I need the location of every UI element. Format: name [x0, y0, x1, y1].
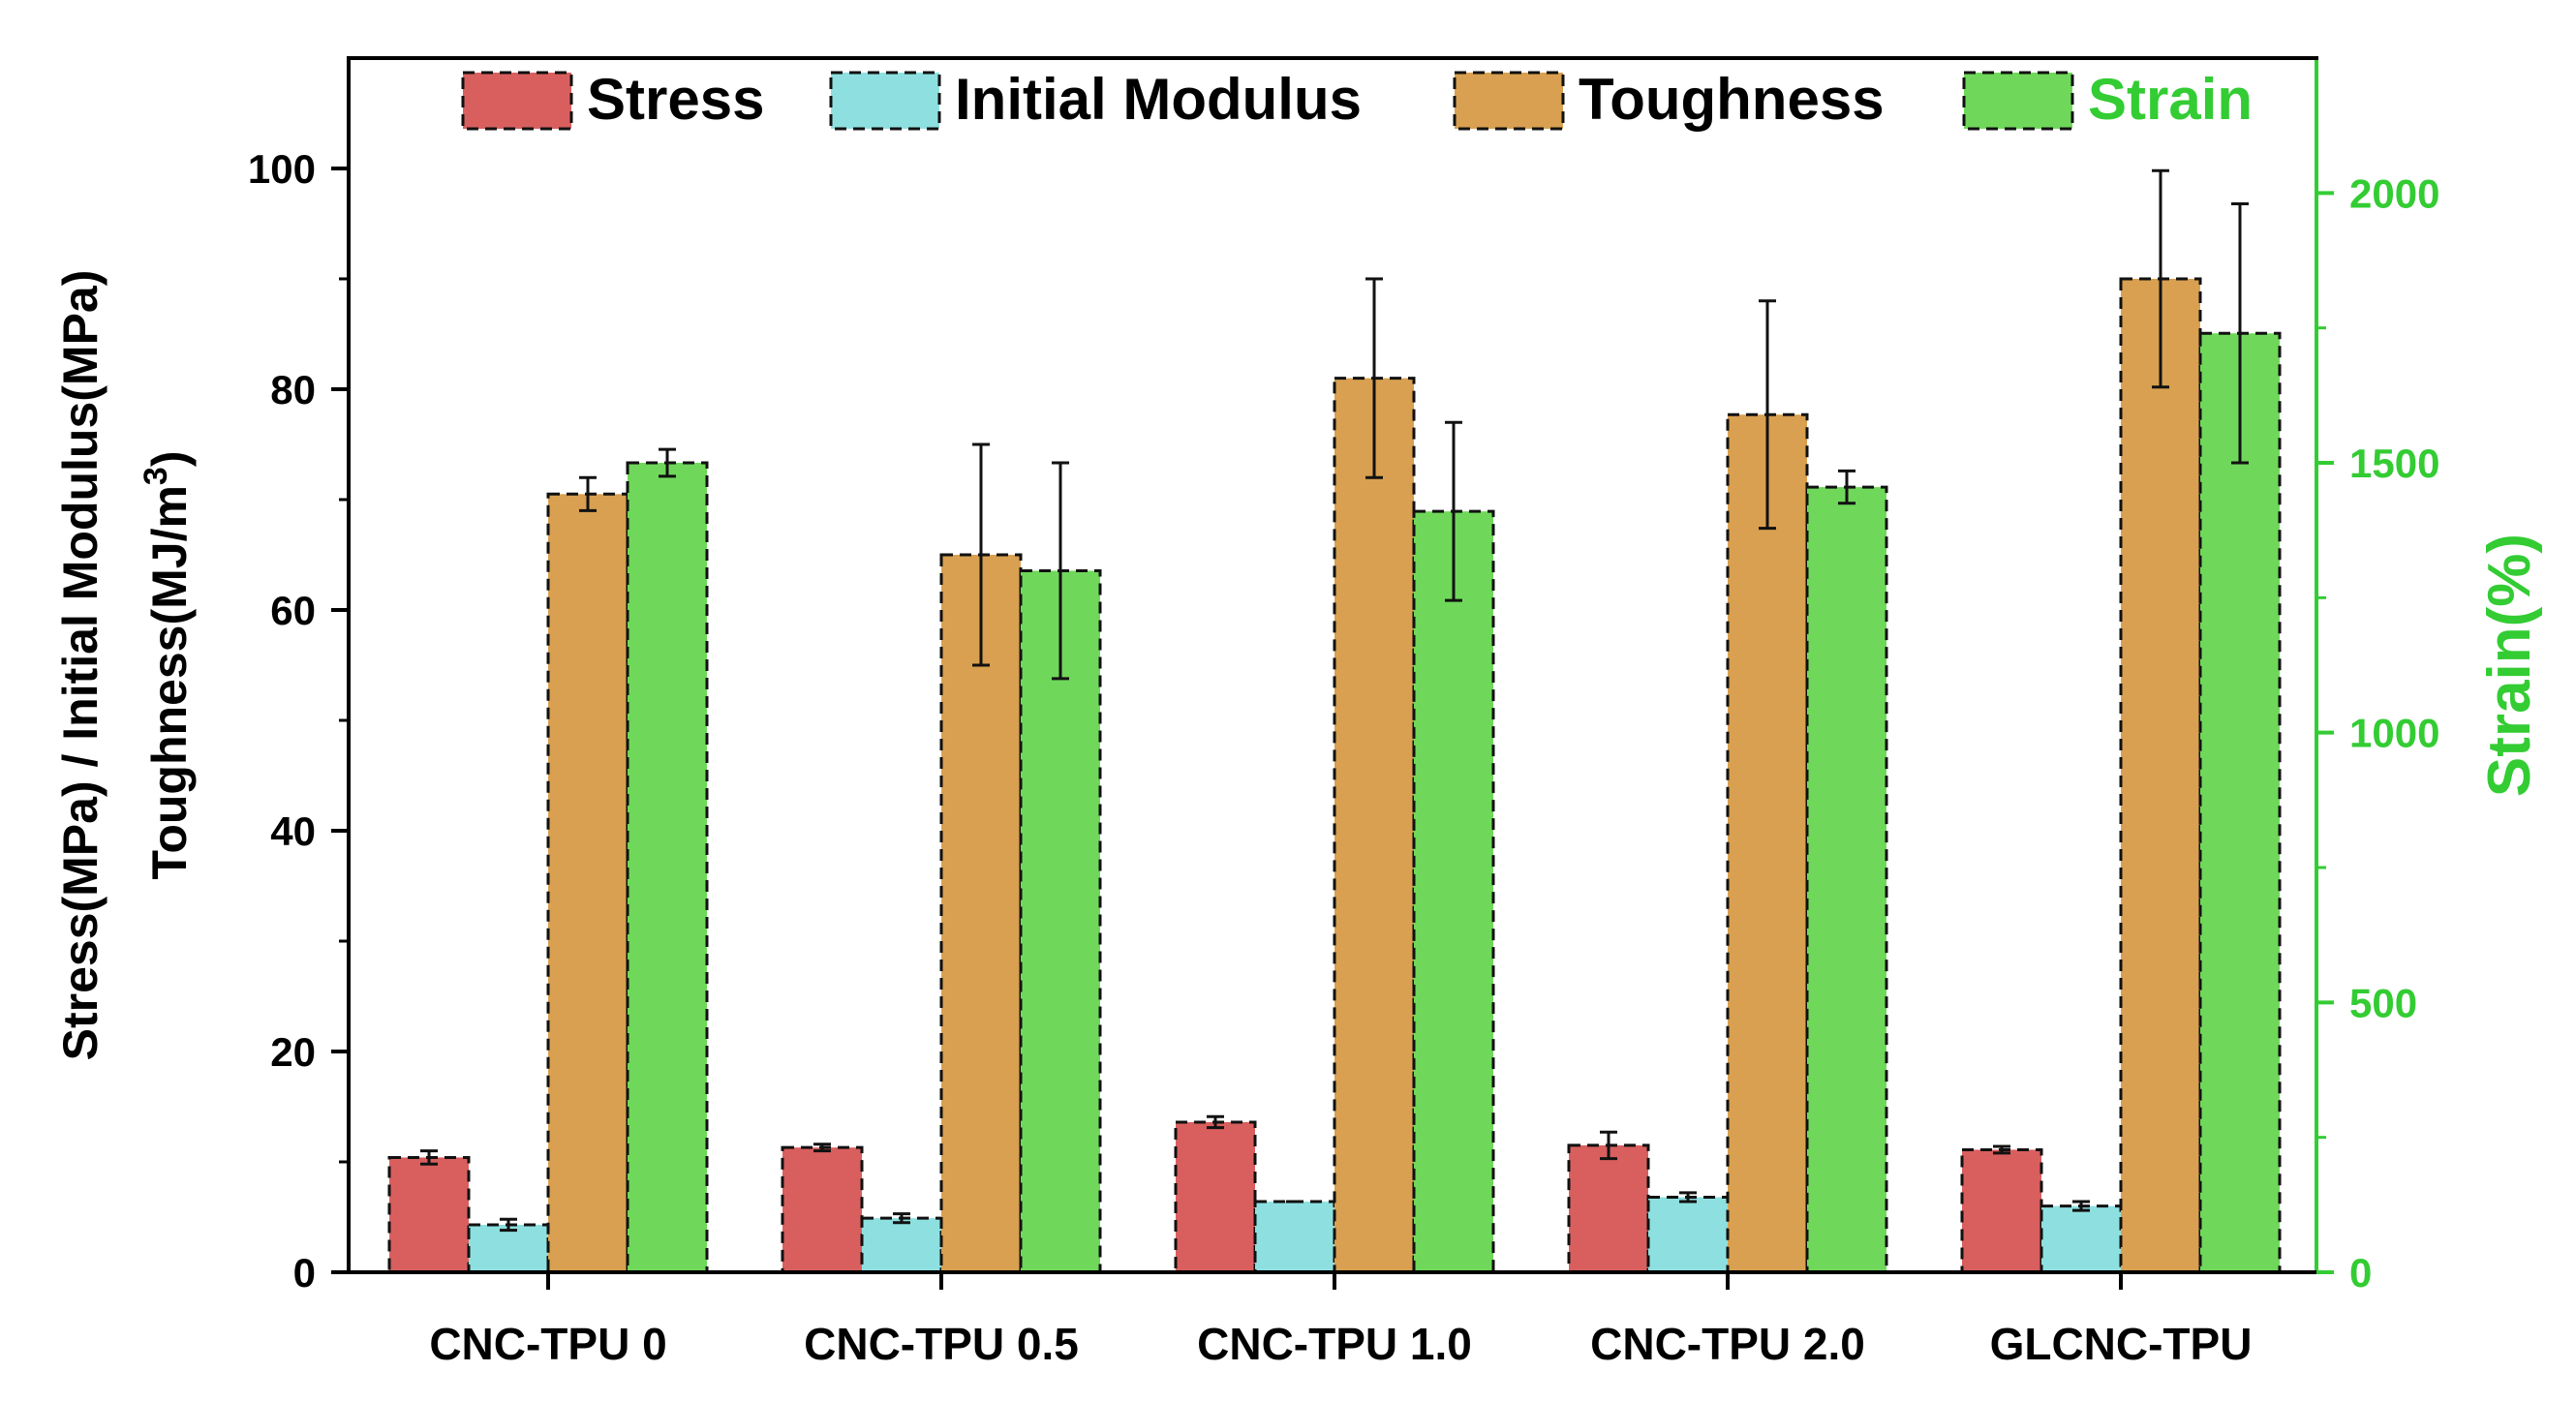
right-tick-label-1000: 1000 — [2349, 711, 2439, 756]
left-axis-label-end: ) — [142, 451, 197, 468]
category-label-5: GLCNC-TPU — [1990, 1319, 2253, 1369]
bar-strain-4 — [1805, 485, 1888, 1274]
bar-stress-3 — [1174, 1120, 1257, 1274]
left-ticks: 0 20 40 60 80 100 — [248, 146, 349, 1295]
bar-strain-3 — [1412, 509, 1495, 1274]
right-axis-label: Strain(%) — [2476, 533, 2543, 797]
bar-stress-2 — [781, 1145, 864, 1274]
left-axis-label-line1: Stress(MPa) / Initial Modulus(MPa) — [53, 270, 107, 1061]
bar-stress-4 — [1567, 1143, 1650, 1274]
bar-initial-modulus-2 — [860, 1216, 943, 1274]
category-label-1: CNC-TPU 0 — [429, 1319, 666, 1369]
left-tick-label-80: 80 — [270, 367, 316, 412]
bar-toughness-4 — [1726, 412, 1809, 1274]
bar-initial-modulus-3 — [1253, 1200, 1336, 1274]
bar-stress-1 — [387, 1155, 471, 1274]
axes-group — [347, 56, 2318, 1290]
legend-swatch-toughness — [1453, 71, 1565, 131]
legend-label-initial-modulus: Initial Modulus — [955, 67, 1362, 132]
bar-toughness-3 — [1333, 377, 1416, 1274]
bar-initial-modulus-1 — [467, 1223, 550, 1274]
legend: Stress Initial Modulus Toughness Strain — [461, 67, 2253, 132]
legend-label-stress: Stress — [587, 67, 764, 132]
left-tick-label-0: 0 — [293, 1250, 316, 1295]
category-labels: CNC-TPU 0 CNC-TPU 0.5 CNC-TPU 1.0 CNC-TPU 2… — [429, 1319, 2252, 1369]
legend-label-toughness: Toughness — [1579, 67, 1885, 132]
left-axis-label-sup: 3 — [138, 467, 174, 485]
right-tick-label-1500: 1500 — [2349, 441, 2439, 486]
bar-stress-5 — [1960, 1147, 2043, 1274]
right-tick-label-500: 500 — [2349, 980, 2417, 1025]
legend-swatch-stress — [461, 71, 573, 131]
left-axis-label-line2: Toughness(MJ/m3) — [138, 451, 197, 880]
bar-toughness-1 — [546, 492, 629, 1274]
bar-strain-5 — [2198, 331, 2282, 1274]
bar-initial-modulus-5 — [2039, 1204, 2123, 1274]
category-label-3: CNC-TPU 1.0 — [1197, 1319, 1472, 1369]
right-tick-label-0: 0 — [2349, 1250, 2372, 1295]
legend-label-strain: Strain — [2088, 67, 2253, 132]
category-label-2: CNC-TPU 0.5 — [804, 1319, 1079, 1369]
right-ticks: 0 500 1000 1500 2000 — [2316, 170, 2439, 1295]
bars-group — [387, 168, 2282, 1274]
bar-toughness-5 — [2119, 277, 2202, 1274]
category-label-4: CNC-TPU 2.0 — [1590, 1319, 1865, 1369]
right-tick-label-2000: 2000 — [2349, 170, 2439, 216]
left-tick-label-100: 100 — [248, 146, 316, 192]
legend-swatch-initial-modulus — [829, 71, 941, 131]
legend-swatch-strain — [1962, 71, 2074, 131]
left-axis-label-line2-main: Toughness(MJ/m — [142, 485, 197, 879]
bar-initial-modulus-4 — [1646, 1195, 1730, 1274]
left-tick-label-60: 60 — [270, 588, 316, 633]
left-tick-label-40: 40 — [270, 808, 316, 854]
left-tick-label-20: 20 — [270, 1029, 316, 1075]
bar-strain-1 — [626, 461, 709, 1274]
